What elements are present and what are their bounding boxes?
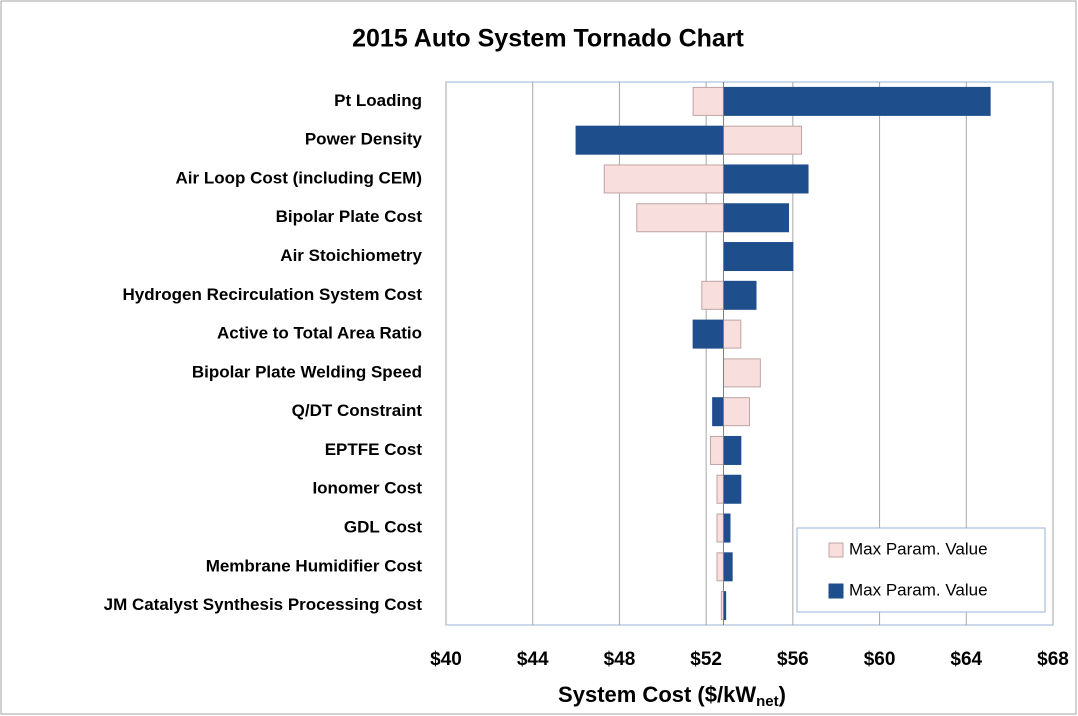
x-tick-label: $68 bbox=[1037, 649, 1069, 670]
bar bbox=[722, 435, 742, 465]
x-tick-label: $60 bbox=[864, 649, 896, 670]
category-label: Bipolar Plate Welding Speed bbox=[192, 362, 422, 381]
bar bbox=[712, 397, 724, 427]
bar bbox=[692, 319, 724, 349]
category-label: Active to Total Area Ratio bbox=[217, 324, 422, 343]
legend-swatch bbox=[828, 542, 844, 558]
bar bbox=[722, 358, 761, 388]
x-tick-label: $56 bbox=[777, 649, 809, 670]
category-label: GDL Cost bbox=[344, 518, 422, 537]
bar bbox=[722, 164, 809, 194]
bar bbox=[722, 242, 794, 272]
bar bbox=[716, 513, 724, 543]
bar bbox=[716, 552, 724, 582]
x-tick-label: $44 bbox=[517, 649, 549, 670]
category-label: Pt Loading bbox=[334, 91, 422, 110]
bar bbox=[722, 397, 751, 427]
bar bbox=[722, 552, 733, 582]
category-label: Power Density bbox=[305, 130, 423, 149]
category-label: Q/DT Constraint bbox=[292, 401, 423, 420]
legend-label: Max Param. Value bbox=[849, 580, 988, 599]
category-label: Bipolar Plate Cost bbox=[276, 207, 423, 226]
bar bbox=[701, 280, 724, 310]
x-tick-label: $52 bbox=[690, 649, 722, 670]
bar bbox=[722, 319, 742, 349]
bar bbox=[722, 513, 731, 543]
category-label: JM Catalyst Synthesis Processing Cost bbox=[104, 595, 423, 614]
x-axis-title-subscript: net bbox=[756, 693, 779, 710]
x-axis-title-suffix: ) bbox=[779, 682, 786, 707]
bar bbox=[636, 203, 724, 233]
bar bbox=[722, 203, 790, 233]
legend-swatch bbox=[828, 583, 844, 599]
chart-title: 2015 Auto System Tornado Chart bbox=[352, 25, 744, 53]
x-axis-title-text: System Cost ($/kW bbox=[558, 682, 756, 707]
bar bbox=[722, 280, 757, 310]
category-label: Air Stoichiometry bbox=[280, 246, 422, 265]
category-label: Air Loop Cost (including CEM) bbox=[176, 168, 422, 187]
bar bbox=[575, 125, 724, 155]
x-axis-title: System Cost ($/kWnet) bbox=[558, 682, 786, 710]
legend-label: Max Param. Value bbox=[849, 539, 988, 558]
category-label: EPTFE Cost bbox=[325, 440, 423, 459]
x-tick-label: $64 bbox=[950, 649, 982, 670]
category-label: Ionomer Cost bbox=[312, 479, 422, 498]
x-tick-label: $48 bbox=[604, 649, 636, 670]
bar bbox=[722, 125, 803, 155]
bar bbox=[603, 164, 724, 194]
bar bbox=[722, 474, 742, 504]
bar bbox=[716, 474, 724, 504]
category-label: Hydrogen Recirculation System Cost bbox=[123, 285, 423, 304]
x-tick-label: $40 bbox=[430, 649, 462, 670]
bar bbox=[709, 435, 724, 465]
category-label: Membrane Humidifier Cost bbox=[206, 556, 423, 575]
bar bbox=[722, 86, 991, 116]
bar bbox=[692, 86, 724, 116]
